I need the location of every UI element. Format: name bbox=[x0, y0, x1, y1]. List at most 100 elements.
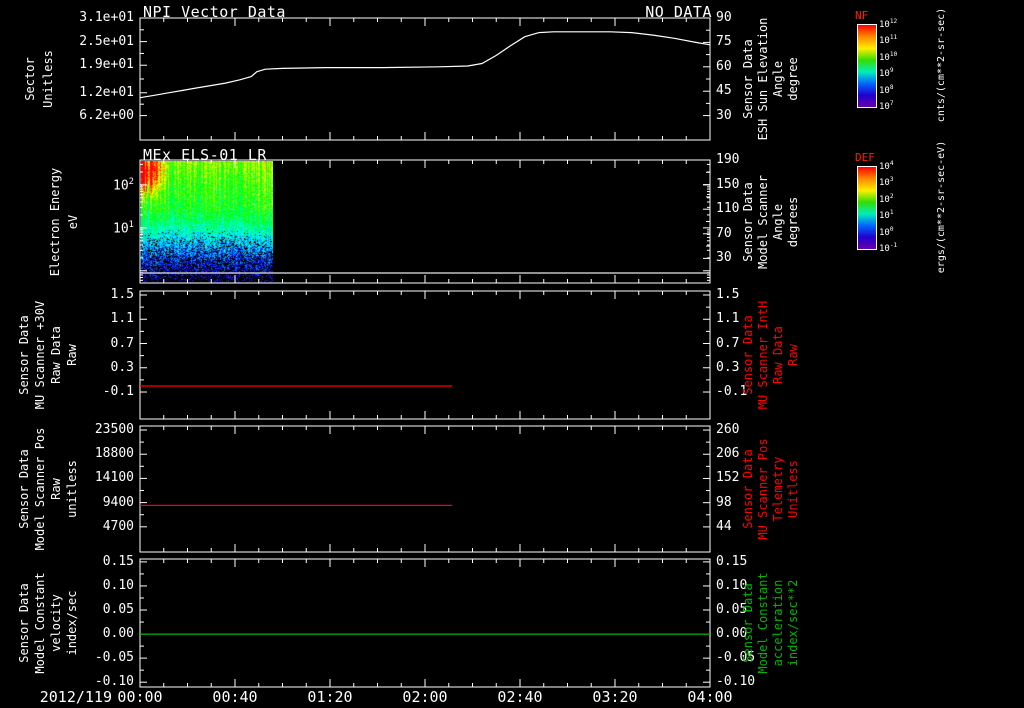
axis-name: ESH Sun Elevation bbox=[756, 17, 770, 141]
y-tick-label: 0.10 bbox=[102, 577, 134, 593]
y-tick-label: 6.2e+00 bbox=[79, 107, 134, 123]
axis-name: Model Scanner bbox=[756, 174, 770, 269]
y-tick-label-right: 206 bbox=[716, 446, 740, 462]
y-tick-label: 3.1e+01 bbox=[79, 10, 134, 25]
y-tick-label: 4700 bbox=[102, 518, 134, 534]
colorbar-tick-label: 104 bbox=[879, 160, 894, 172]
axis-name: Model Constant bbox=[33, 572, 47, 674]
y-tick-label: 1.9e+01 bbox=[79, 57, 134, 73]
colorbar-tick-label: 109 bbox=[879, 67, 894, 80]
panel1-title: NPI Vector Data bbox=[143, 3, 286, 21]
axis-name: unitless bbox=[65, 460, 79, 518]
axis-name: velocity bbox=[49, 594, 63, 652]
y-tick-label: -0.05 bbox=[94, 650, 134, 666]
colorbar-def bbox=[857, 166, 877, 250]
colorbar-tick-label: 108 bbox=[879, 83, 894, 96]
colorbar-title: NF bbox=[855, 9, 869, 22]
axis-name: eV bbox=[66, 214, 80, 229]
panel1-no-data-label: NO DATA bbox=[645, 3, 712, 21]
axis-name: Electron Energy bbox=[48, 167, 62, 276]
y-tick-label: 0.7 bbox=[110, 335, 134, 351]
y-tick-label-right: 30 bbox=[716, 107, 732, 123]
y-tick-label-right: 152 bbox=[716, 470, 740, 486]
axis-name: degrees bbox=[786, 196, 800, 247]
x-tick-label: 01:20 bbox=[307, 688, 353, 706]
y-tick-label: 0.05 bbox=[102, 602, 134, 617]
y-tick-label: 0.00 bbox=[102, 626, 134, 642]
axis-name: index/sec bbox=[65, 590, 79, 656]
y-tick-label: -0.10 bbox=[94, 674, 134, 690]
y-tick-label: 9400 bbox=[102, 494, 134, 510]
colorbar-tick-label: 100 bbox=[879, 225, 894, 238]
x-tick-label: 04:00 bbox=[687, 688, 733, 706]
axis-name: index/sec**2 bbox=[786, 579, 800, 667]
axis-name: Unitless bbox=[41, 50, 55, 108]
x-tick-label: 02:40 bbox=[497, 688, 543, 706]
y-tick-label: 14100 bbox=[94, 470, 134, 486]
y-tick-label-right: 260 bbox=[716, 422, 740, 438]
y-tick-label: 0.3 bbox=[110, 359, 134, 375]
colorbar-tick-label: 101 bbox=[879, 209, 894, 222]
y-tick-label: 1.1 bbox=[110, 311, 134, 327]
x-tick-label: 03:20 bbox=[592, 688, 638, 706]
axis-name: Raw bbox=[65, 344, 79, 366]
colorbar-unit: ergs/(cm**2-sr-sec-eV) bbox=[936, 140, 947, 274]
axis-name: Raw Data bbox=[49, 326, 63, 384]
axis-name: Model Scanner Pos bbox=[33, 427, 47, 551]
colorbar-nf bbox=[857, 24, 877, 108]
colorbar-tick-label: 1012 bbox=[879, 18, 898, 30]
colorbar-tick-label: 102 bbox=[879, 192, 894, 205]
y-tick-label-right: 0.05 bbox=[716, 602, 748, 617]
y-tick-label-right: 0.7 bbox=[716, 335, 740, 351]
y-tick-label-right: -0.1 bbox=[716, 384, 748, 400]
axis-name: MU Scanner IntH bbox=[756, 300, 770, 410]
axis-name: Raw Data bbox=[771, 326, 785, 384]
axis-name: Sensor Data bbox=[17, 315, 31, 395]
axis-name: MU Scanner Pos bbox=[756, 438, 770, 540]
y-tick-label-right: 0.10 bbox=[716, 577, 748, 593]
colorbar-tick-label: 1010 bbox=[879, 50, 898, 63]
y-tick-label-right: 0.15 bbox=[716, 553, 748, 569]
y-tick-label-right: 150 bbox=[716, 176, 740, 192]
x-tick-label: 02:00 bbox=[402, 688, 448, 706]
axis-name: Unitless bbox=[786, 460, 800, 518]
y-tick-label: 23500 bbox=[94, 422, 134, 437]
colorbar-tick-label: 10-1 bbox=[879, 242, 898, 254]
axis-name: Sensor Data bbox=[17, 583, 31, 663]
y-tick-label-right: 1.5 bbox=[716, 287, 740, 302]
axis-name: Angle bbox=[771, 203, 785, 240]
y-tick-label-right: 70 bbox=[716, 225, 732, 241]
x-tick-label: 00:00 bbox=[117, 688, 163, 706]
x-tick-label: 00:40 bbox=[212, 688, 258, 706]
axis-name: Sensor Data bbox=[741, 315, 755, 395]
colorbar-unit: cnts/(cm**2-sr-sec) bbox=[936, 7, 947, 123]
axis-name: Sensor Data bbox=[741, 449, 755, 529]
axis-name: acceleration bbox=[771, 579, 785, 667]
colorbar-title: DEF bbox=[855, 151, 875, 164]
axis-name: Raw bbox=[786, 344, 800, 366]
y-tick-label-right: 1.1 bbox=[716, 311, 740, 327]
y-tick-label: 0.15 bbox=[102, 553, 134, 569]
colorbar-tick-label: 103 bbox=[879, 176, 894, 189]
colorbar-tick-label: 107 bbox=[879, 100, 894, 112]
axis-name: Sensor Data bbox=[741, 39, 755, 119]
y-tick-label-right: -0.05 bbox=[716, 650, 756, 666]
y-tick-label: 102 bbox=[113, 176, 134, 194]
axis-name: degree bbox=[786, 57, 800, 101]
axis-name: Sensor Data bbox=[741, 583, 755, 663]
axis-name: Sensor Data bbox=[17, 449, 31, 529]
y-tick-label-right: 45 bbox=[716, 83, 732, 99]
axis-name: MU Scanner +30V bbox=[33, 300, 47, 410]
y-tick-label-right: 0.3 bbox=[716, 359, 740, 375]
panel2-title: MEx ELS-01 LR bbox=[143, 146, 267, 164]
y-tick-label-right: 44 bbox=[716, 518, 732, 534]
y-tick-label-right: 90 bbox=[716, 10, 732, 25]
y-tick-label-right: 0.00 bbox=[716, 626, 748, 642]
y-tick-label: 1.2e+01 bbox=[79, 84, 134, 100]
y-tick-label-right: 60 bbox=[716, 58, 732, 74]
y-tick-label: 101 bbox=[113, 219, 134, 237]
y-tick-label-right: 190 bbox=[716, 152, 740, 167]
colorbar-tick-label: 1011 bbox=[879, 34, 898, 47]
y-tick-label: 2.5e+01 bbox=[79, 33, 134, 49]
